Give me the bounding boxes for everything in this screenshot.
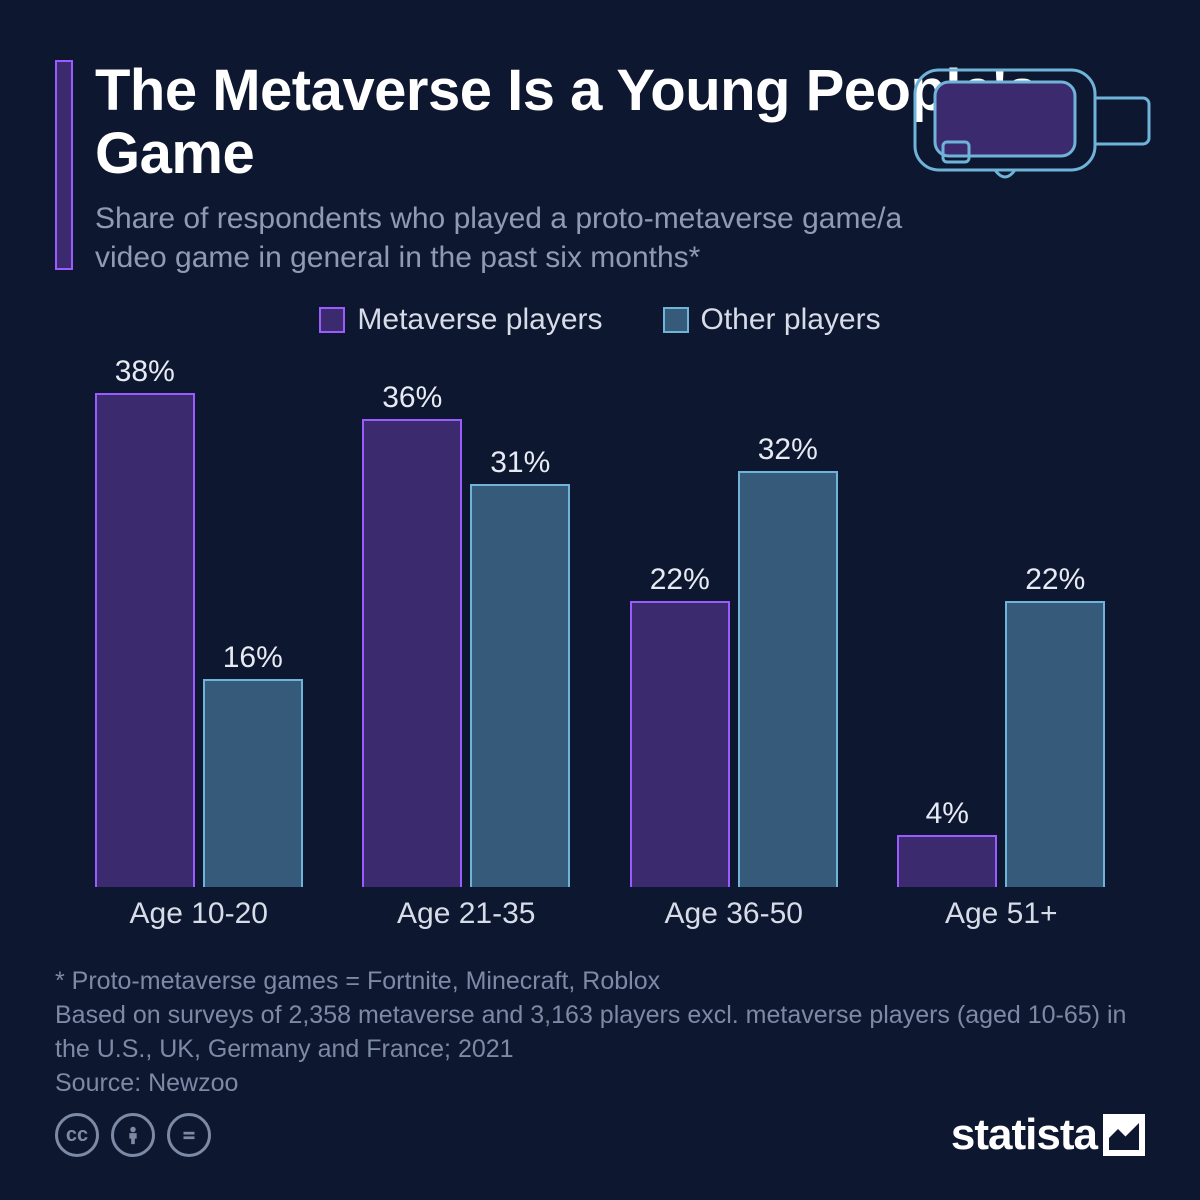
- legend-item-metaverse: Metaverse players: [319, 303, 602, 337]
- bar-value-label: 4%: [897, 797, 997, 831]
- x-axis-label: Age 21-35: [333, 897, 601, 931]
- x-axis-label: Age 10-20: [65, 897, 333, 931]
- x-axis: Age 10-20Age 21-35Age 36-50Age 51+: [55, 887, 1145, 931]
- x-axis-label: Age 36-50: [600, 897, 868, 931]
- bar-value-label: 31%: [470, 446, 570, 480]
- footnote-line: * Proto-metaverse games = Fortnite, Mine…: [55, 965, 1145, 999]
- by-icon: [111, 1113, 155, 1157]
- bar-fill: [470, 484, 570, 887]
- bar-value-label: 36%: [362, 381, 462, 415]
- bar-value-label: 16%: [203, 641, 303, 675]
- brand: statista: [951, 1110, 1145, 1160]
- bar-fill: [1005, 601, 1105, 887]
- bar-fill: [362, 419, 462, 887]
- legend-swatch-metaverse: [319, 307, 345, 333]
- bar-group: 22%32%: [600, 471, 868, 887]
- bar-fill: [897, 835, 997, 887]
- bar-metaverse: 36%: [362, 419, 462, 887]
- bar-other: 16%: [203, 679, 303, 887]
- footnotes: * Proto-metaverse games = Fortnite, Mine…: [55, 965, 1145, 1100]
- bar-value-label: 22%: [630, 563, 730, 597]
- bar-value-label: 38%: [95, 355, 195, 389]
- brand-mark-icon: [1103, 1114, 1145, 1156]
- legend-swatch-other: [663, 307, 689, 333]
- header: The Metaverse Is a Young People's Game S…: [55, 60, 1145, 277]
- infographic-canvas: The Metaverse Is a Young People's Game S…: [0, 0, 1200, 1200]
- subtitle: Share of respondents who played a proto-…: [95, 199, 915, 277]
- bar-other: 22%: [1005, 601, 1105, 887]
- legend-label-metaverse: Metaverse players: [357, 303, 602, 337]
- legend-item-other: Other players: [663, 303, 881, 337]
- bar-fill: [738, 471, 838, 887]
- bar-fill: [630, 601, 730, 887]
- legend: Metaverse players Other players: [55, 303, 1145, 337]
- bar-other: 32%: [738, 471, 838, 887]
- vr-headset-icon: [905, 48, 1155, 198]
- bar-chart: 38%16%36%31%22%32%4%22%: [55, 367, 1145, 887]
- footnote-line: Based on surveys of 2,358 metaverse and …: [55, 999, 1145, 1067]
- bar-other: 31%: [470, 484, 570, 887]
- cc-icon: cc: [55, 1113, 99, 1157]
- bar-group: 38%16%: [65, 393, 333, 887]
- x-axis-label: Age 51+: [868, 897, 1136, 931]
- bar-metaverse: 22%: [630, 601, 730, 887]
- bar-group: 4%22%: [868, 601, 1136, 887]
- footer: cc statista: [55, 1110, 1145, 1160]
- brand-label: statista: [951, 1110, 1097, 1160]
- bar-fill: [203, 679, 303, 887]
- bar-value-label: 22%: [1005, 563, 1105, 597]
- legend-label-other: Other players: [701, 303, 881, 337]
- license-icons: cc: [55, 1113, 211, 1157]
- bar-group: 36%31%: [333, 419, 601, 887]
- bar-metaverse: 38%: [95, 393, 195, 887]
- footnote-line: Source: Newzoo: [55, 1067, 1145, 1101]
- accent-bar: [55, 60, 73, 270]
- bar-value-label: 32%: [738, 433, 838, 467]
- nd-icon: [167, 1113, 211, 1157]
- bar-metaverse: 4%: [897, 835, 997, 887]
- bar-fill: [95, 393, 195, 887]
